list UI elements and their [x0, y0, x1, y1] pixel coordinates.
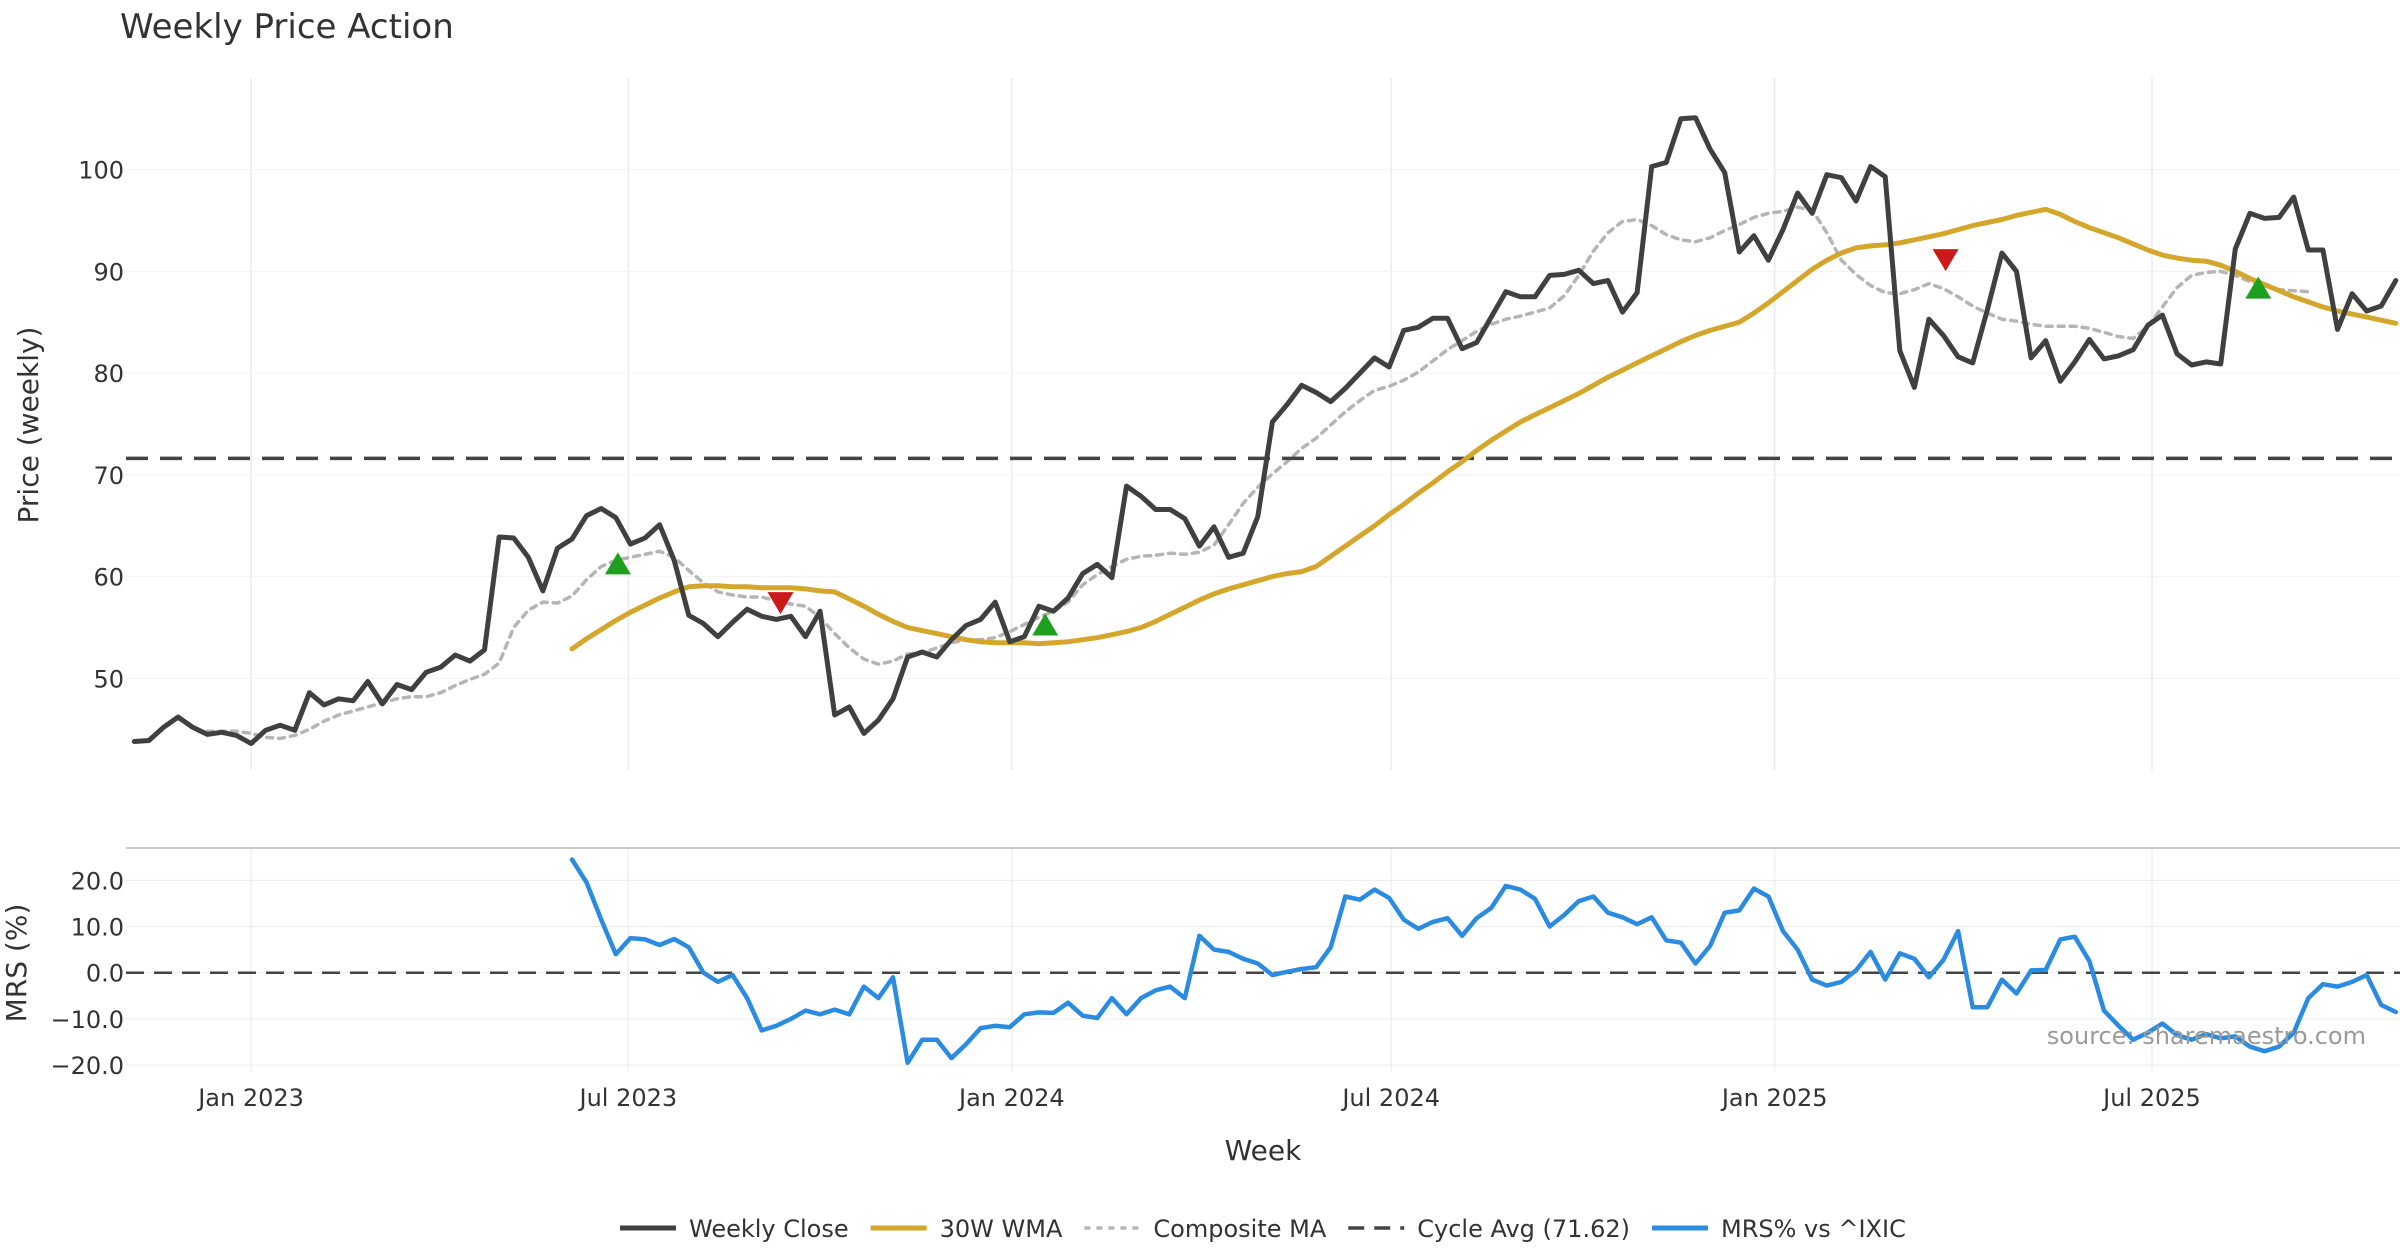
- x-axis-title: Week: [1225, 1134, 1302, 1167]
- legend-item-weekly-close: Weekly Close: [620, 1215, 849, 1243]
- mrs-y-axis-title: MRS (%): [0, 904, 33, 1023]
- price-y-axis-title: Price (weekly): [12, 327, 45, 524]
- legend-item-composite-ma: Composite MA: [1084, 1215, 1327, 1243]
- x-axis: Jan 2023 Jul 2023 Jan 2024 Jul 2024 Jan 2025…: [196, 1084, 2201, 1112]
- sell-signal-marker-2: [767, 592, 794, 615]
- mrs-y-tick-2: 0.0: [86, 960, 124, 988]
- price-y-tick-80: 80: [93, 360, 124, 388]
- price-panel-grid: [126, 78, 2400, 770]
- series-line-composite-ma: [205, 205, 2311, 741]
- x-tick-label-jan-2025: Jan 2025: [1720, 1084, 1828, 1112]
- legend-label-cycle-avg-71-62: Cycle Avg (71.62): [1417, 1215, 1630, 1243]
- mrs-y-tick-1: 10.0: [71, 914, 124, 942]
- legend-label-30w-wma: 30W WMA: [940, 1215, 1063, 1243]
- mrs-y-tick-3: −10.0: [50, 1006, 124, 1034]
- price-y-tick-60: 60: [93, 564, 124, 592]
- watermark-text: source: sharemaestro.com: [2047, 1022, 2366, 1050]
- x-tick-label-jul-2024: Jul 2024: [1340, 1084, 1440, 1112]
- chart-legend: Weekly Close 30W WMA Composite MA Cycle Avg…: [620, 1215, 1906, 1243]
- mrs-y-tick-0: 20.0: [71, 867, 124, 895]
- price-series-layer: [126, 115, 2400, 746]
- x-tick-label-jul-2023: Jul 2023: [577, 1084, 677, 1112]
- signal-markers: [604, 249, 2272, 636]
- buy-signal-marker-5: [2245, 276, 2272, 299]
- mrs-y-axis: 20.0 10.0 0.0 −10.0 −20.0: [50, 867, 124, 1080]
- price-y-axis: 50 60 70 80 90 100: [78, 157, 124, 694]
- legend-label-weekly-close: Weekly Close: [689, 1215, 849, 1243]
- chart-title: Weekly Price Action: [120, 7, 454, 47]
- price-y-tick-70: 70: [93, 462, 124, 490]
- legend-item-mrs-vs-ixic: MRS% vs ^IXIC: [1651, 1215, 1906, 1243]
- price-y-tick-50: 50: [93, 665, 124, 693]
- legend-item-30w-wma: 30W WMA: [870, 1215, 1063, 1243]
- x-tick-label-jul-2025: Jul 2025: [2101, 1084, 2201, 1112]
- x-tick-label-jan-2023: Jan 2023: [196, 1084, 304, 1112]
- buy-signal-marker-1: [604, 552, 631, 575]
- price-y-tick-90: 90: [93, 258, 124, 286]
- x-tick-label-jan-2024: Jan 2024: [957, 1084, 1065, 1112]
- series-line-mrs-vs-ixic: [569, 857, 2399, 1066]
- sell-signal-marker-4: [1932, 249, 1959, 272]
- legend-label-composite-ma: Composite MA: [1153, 1215, 1326, 1243]
- price-y-tick-100: 100: [78, 157, 124, 185]
- series-line-30w-wma: [569, 206, 2399, 652]
- mrs-series-layer: [126, 857, 2400, 1066]
- series-line-weekly-close: [131, 115, 2399, 746]
- legend-label-mrs-vs-ixic: MRS% vs ^IXIC: [1721, 1215, 1906, 1243]
- mrs-y-tick-4: −20.0: [50, 1052, 124, 1080]
- buy-signal-marker-3: [1032, 613, 1059, 636]
- legend-item-cycle-avg-71-62: Cycle Avg (71.62): [1348, 1215, 1630, 1243]
